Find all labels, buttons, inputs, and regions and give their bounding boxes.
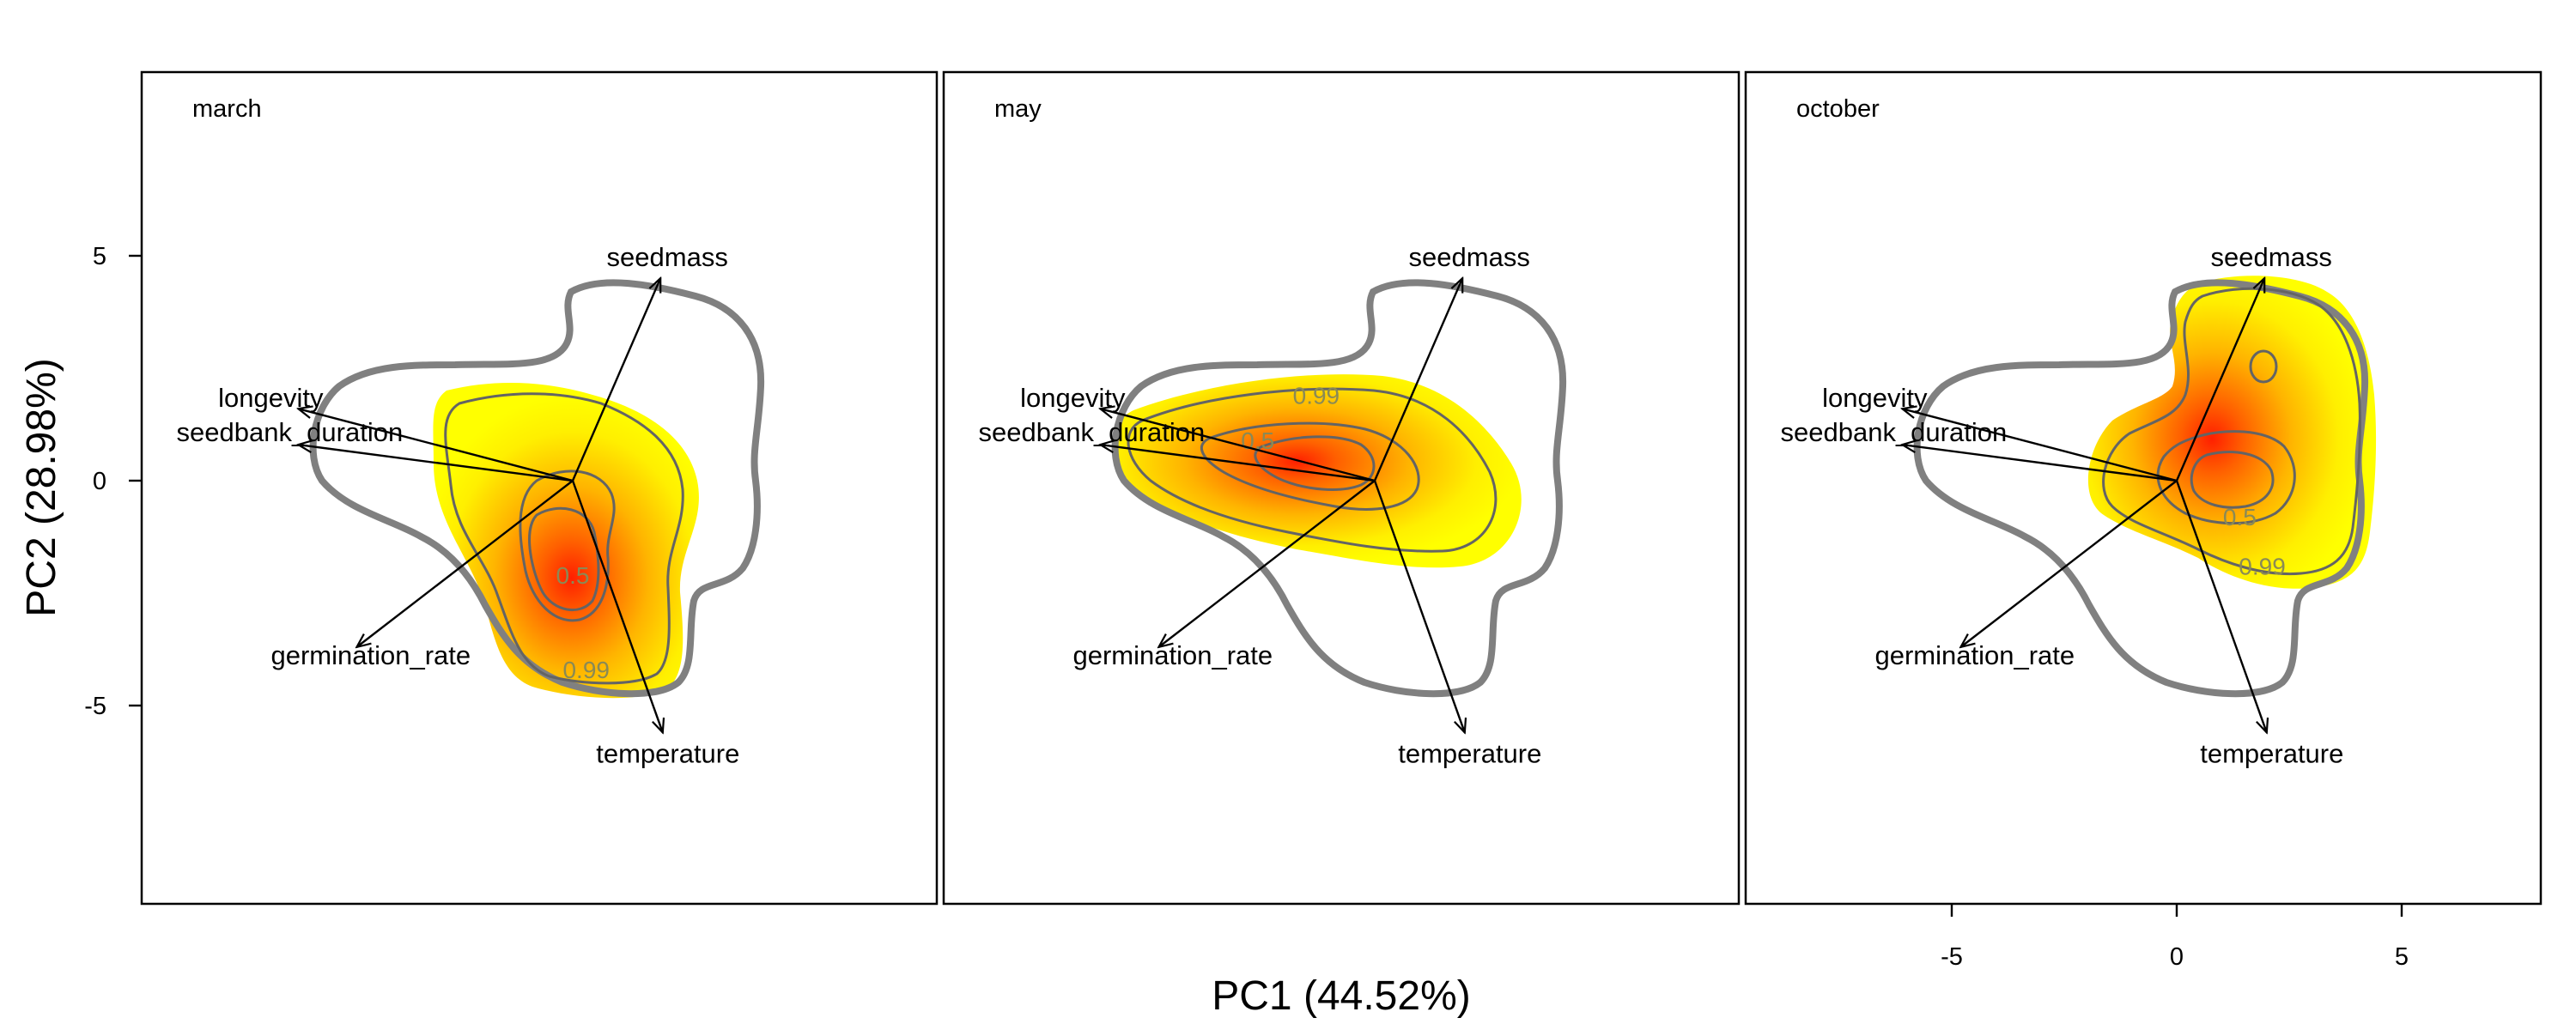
variable-label: longevity [218, 383, 324, 413]
panel-frame [140, 70, 939, 906]
panel-may: may 0.50.99 seedmasslongevityseedbank_du… [942, 70, 1741, 906]
panel-frame [1744, 70, 2543, 906]
variable-label: germination_rate [1874, 640, 2075, 670]
x-axis-title: PC1 (44.52%) [1212, 973, 1470, 1019]
variable-label: seedbank_duration [1781, 417, 2008, 447]
variable-label: longevity [1020, 383, 1126, 413]
contour-0.99 [444, 392, 684, 685]
contour-0.5 [1254, 435, 1376, 491]
y-axis-title: PC2 (28.98%) [19, 358, 64, 616]
biplot-arrows: seedmass longevity seedbank_durationgermin… [1781, 242, 2344, 768]
contour-0.5-secondary [2249, 349, 2278, 384]
arrow-seedbank-duration [1100, 445, 1376, 482]
x-tick-label: -5 [1941, 943, 1963, 971]
contour-label: 0.99 [562, 657, 610, 683]
density-fill [433, 382, 699, 699]
variable-label: longevity [1822, 383, 1928, 413]
arrow-temperature [2175, 480, 2267, 732]
y-axis: 5 0 -5 [84, 243, 142, 720]
arrow-germination-rate [1158, 480, 1376, 647]
contour-label: 0.5 [556, 562, 590, 589]
arrow-germination-rate [356, 480, 574, 647]
panel-label: may [994, 95, 1042, 123]
arrow-seedmass [571, 278, 660, 482]
contour-mid [2156, 430, 2296, 525]
arrow-longevity [1100, 409, 1376, 482]
contour-0.5 [2190, 451, 2275, 509]
overall-hull [1913, 279, 2369, 698]
arrow-longevity [298, 409, 574, 482]
overall-hull [1111, 279, 1567, 698]
variable-label: temperature [2200, 738, 2343, 768]
variable-label: temperature [596, 738, 739, 768]
y-tick-label: 0 [93, 468, 106, 495]
panel-label: march [192, 95, 262, 123]
variable-label: germination_rate [270, 640, 471, 670]
contour-0.99 [1127, 387, 1498, 553]
panel-october: october 0.5 0.99 seedmass longevity seedban… [1744, 70, 2543, 906]
contour-mid [519, 470, 616, 622]
contour-label: 0.99 [1293, 382, 1340, 409]
contour-label: 0.5 [2223, 504, 2257, 530]
y-tick-label: 5 [93, 243, 106, 270]
contour-0.99 [2102, 287, 2361, 576]
x-tick-label: 5 [2395, 943, 2409, 971]
overall-hull [309, 279, 765, 698]
contour-labels: 0.5 0.99 [2223, 504, 2286, 580]
x-axis: -5 0 5 [1941, 904, 2409, 971]
arrow-temperature [1373, 480, 1465, 732]
variable-label: seedbank_duration [177, 417, 404, 447]
variable-label: seedmass [1409, 242, 1530, 272]
variable-label: temperature [1398, 738, 1541, 768]
panel-label: october [1796, 95, 1880, 123]
arrow-longevity [1902, 409, 2178, 482]
arrow-seedbank-duration [298, 445, 574, 482]
arrow-temperature [571, 480, 663, 732]
variable-label: germination_rate [1072, 640, 1273, 670]
arrow-germination-rate [1960, 480, 2178, 647]
contour-0.5 [528, 506, 600, 611]
y-tick-label: -5 [84, 693, 106, 720]
arrow-seedbank-duration [1902, 445, 2178, 482]
x-tick-label: 0 [2170, 943, 2184, 971]
contour-labels: 0.5 0.99 [556, 562, 610, 683]
arrow-seedmass [2175, 278, 2264, 482]
variable-label: seedmass [2211, 242, 2332, 272]
variable-label: seedbank_duration [979, 417, 1206, 447]
contour-label: 0.99 [2239, 554, 2286, 580]
contour-mid [1200, 421, 1420, 511]
biplot-arrows: seedmass longevity seedbank_durationgermin… [979, 242, 1542, 768]
arrow-seedmass [1373, 278, 1462, 482]
variable-label: seedmass [607, 242, 728, 272]
panel-frame [942, 70, 1741, 906]
density-fill [1113, 374, 1522, 568]
panel-march: march 0.5 0.99 seedmass longevity seedbank_… [140, 70, 939, 906]
biplot-arrows: seedmass longevity seedbank_durationgermin… [177, 242, 740, 768]
